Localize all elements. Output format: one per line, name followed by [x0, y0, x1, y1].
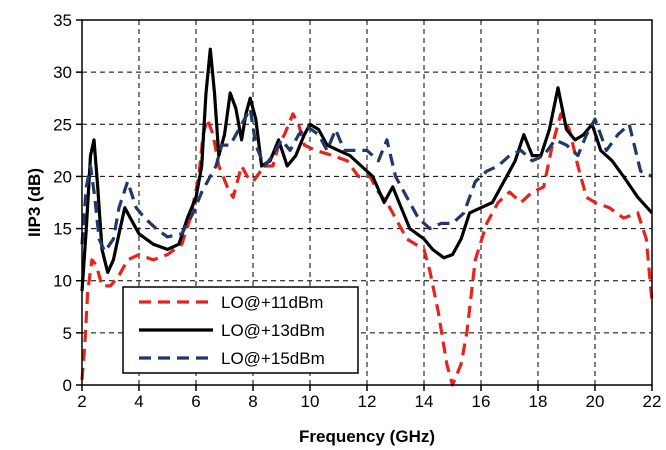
- y-tick-label: 5: [63, 324, 72, 343]
- series-line-2: [80, 47, 654, 292]
- x-tick-label: 4: [134, 392, 143, 411]
- x-tick-label: 8: [248, 392, 257, 411]
- x-axis-label: Frequency (GHz): [299, 427, 435, 446]
- x-tick-labels: 2 4 6 8 10 12 14 16 18 20 22: [77, 392, 661, 411]
- legend-label-1: LO@+11dBm: [221, 293, 323, 312]
- x-tick-label: 16: [472, 392, 491, 411]
- y-tick-label: 35: [53, 11, 72, 30]
- x-tick-label: 10: [301, 392, 320, 411]
- y-tick-label: 15: [53, 220, 72, 239]
- x-tick-label: 22: [643, 392, 662, 411]
- y-tick-labels: 0 5 10 15 20 25 30 35: [53, 11, 72, 395]
- axis-ticks: [76, 19, 653, 391]
- y-tick-label: 25: [53, 115, 72, 134]
- series-line-1: [80, 112, 654, 387]
- x-tick-label: 18: [529, 392, 548, 411]
- x-tick-label: 14: [415, 392, 434, 411]
- x-tick-label: 20: [586, 392, 605, 411]
- legend: LO@+11dBm LO@+13dBm LO@+15dBm: [122, 286, 359, 374]
- x-tick-label: 2: [77, 392, 86, 411]
- y-tick-label: 30: [53, 63, 72, 82]
- series-line-3: [80, 107, 653, 254]
- legend-label-3: LO@+15dBm: [221, 349, 325, 368]
- legend-label-2: LO@+13dBm: [221, 321, 325, 340]
- y-tick-label: 0: [63, 376, 72, 395]
- y-axis-label: IIP3 (dB): [25, 168, 44, 237]
- series-group: [80, 47, 654, 387]
- y-tick-label: 20: [53, 167, 72, 186]
- x-tick-label: 12: [358, 392, 377, 411]
- y-tick-label: 10: [53, 272, 72, 291]
- x-tick-label: 6: [191, 392, 200, 411]
